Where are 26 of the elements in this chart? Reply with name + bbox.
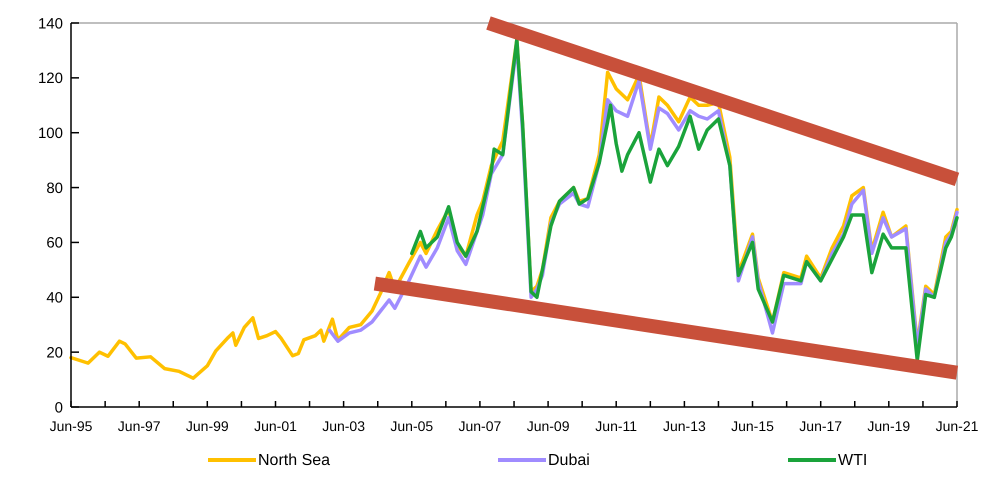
- y-tick-label: 100: [38, 124, 63, 142]
- y-tick-label: 0: [54, 399, 63, 416]
- x-tick-label: Jun-99: [186, 418, 229, 434]
- x-tick-label: Jun-07: [458, 418, 502, 434]
- legend-label: WTI: [838, 452, 868, 469]
- legend-label: North Sea: [258, 452, 330, 469]
- legend-label: Dubai: [548, 452, 590, 469]
- y-tick-label: 40: [46, 290, 63, 307]
- y-tick-label: 140: [38, 15, 63, 32]
- x-tick-label: Jun-01: [254, 418, 298, 434]
- x-tick-label: Jun-19: [867, 418, 910, 434]
- x-tick-label: Jun-13: [662, 418, 706, 434]
- x-tick-label: Jun-21: [936, 418, 979, 434]
- y-tick-label: 80: [46, 180, 63, 197]
- x-tick-label: Jun-95: [50, 418, 93, 434]
- x-tick-label: Jun-03: [322, 418, 366, 434]
- line-series: [410, 38, 959, 362]
- y-tick-label: 120: [38, 70, 63, 88]
- x-tick-label: Jun-09: [526, 418, 570, 434]
- x-tick-label: Jun-17: [799, 418, 842, 434]
- x-tick-label: Jun-05: [390, 418, 434, 434]
- x-tick-label: Jun-15: [731, 418, 774, 434]
- y-tick-label: 60: [46, 234, 63, 252]
- x-tick-label: Jun-11: [595, 418, 638, 434]
- y-tick-label: 20: [46, 344, 63, 362]
- x-tick-label: Jun-97: [118, 418, 161, 434]
